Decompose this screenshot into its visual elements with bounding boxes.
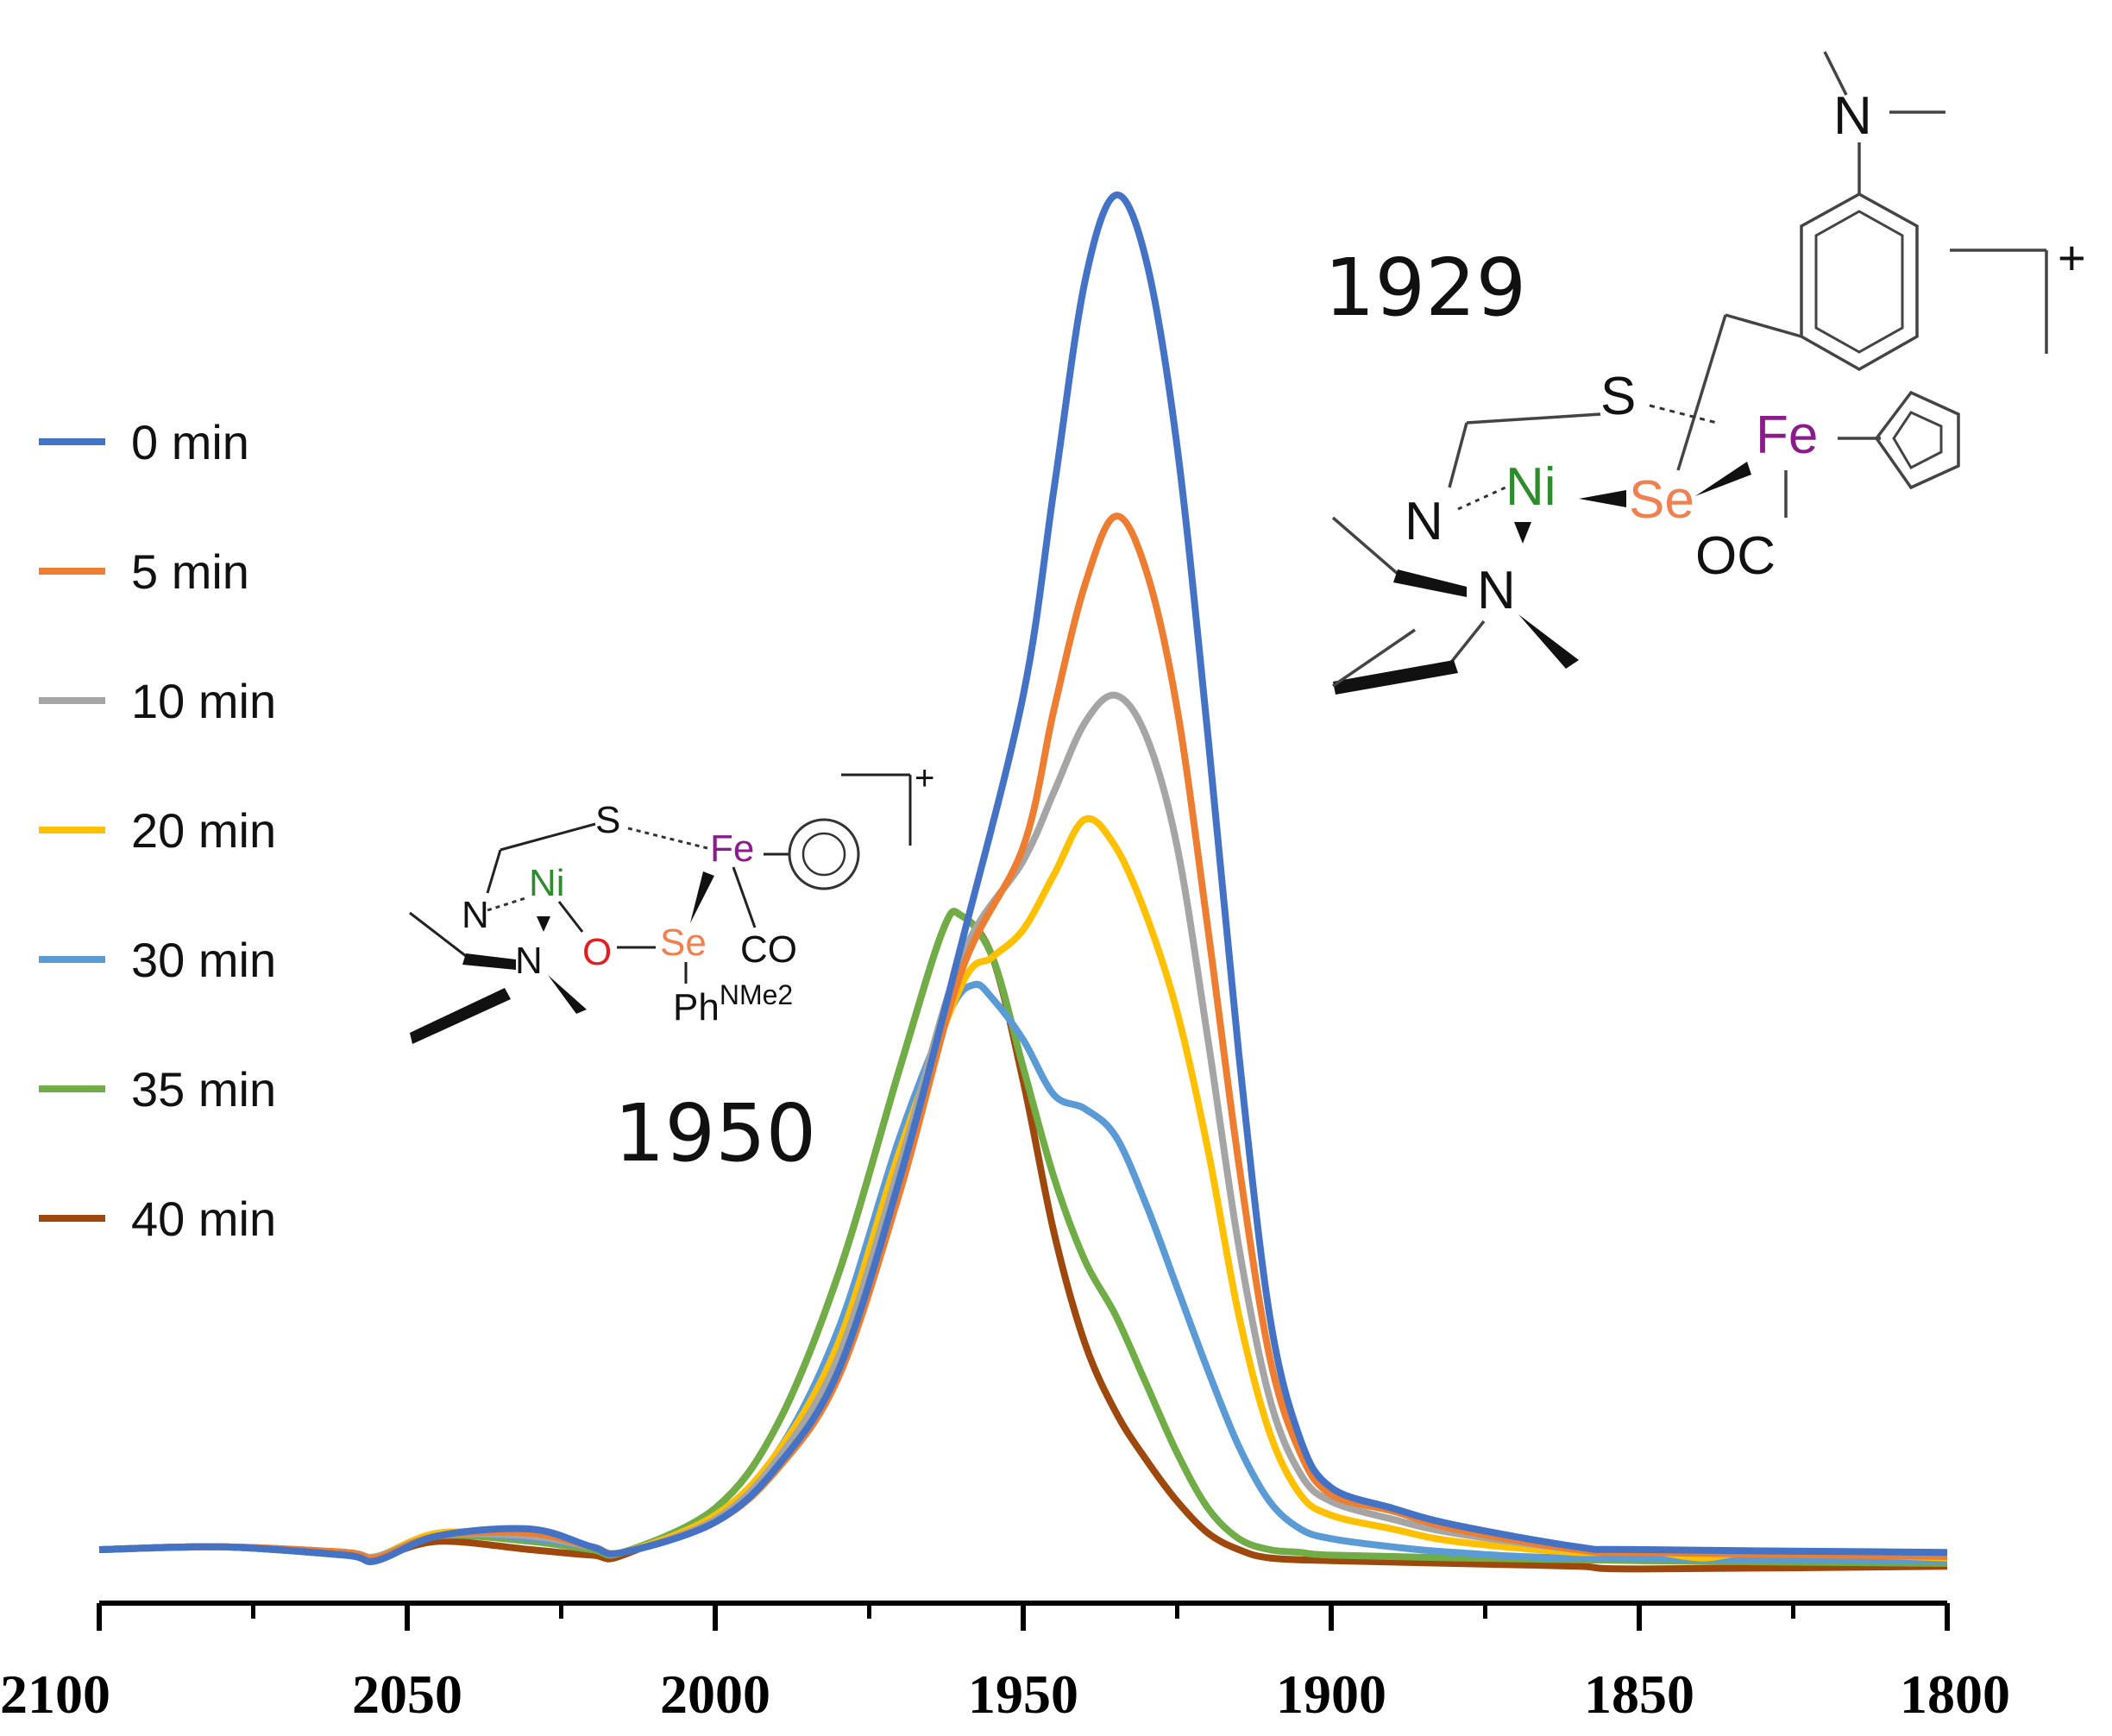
structure-right-benzene-ring — [1800, 192, 1919, 372]
x-tick-label-2100: 2100 — [0, 1664, 110, 1725]
structure-right-atom-n1: N — [1405, 492, 1443, 551]
x-tick-label-1800: 1800 — [1900, 1664, 2010, 1725]
structure-right-cp-ring — [1874, 390, 1960, 490]
structure-left-ph-label: Ph — [673, 986, 720, 1028]
structure-left-atom-n1: N — [462, 894, 489, 936]
series-line-20-min — [98, 815, 1948, 1562]
x-tick-marks — [97, 1603, 1950, 1631]
series-line-40-min — [98, 908, 1948, 1573]
legend-label-20-min: 20 min — [131, 803, 276, 858]
structure-left-atom-se: Se — [660, 921, 707, 964]
structure-right-atom-ni: Ni — [1505, 457, 1556, 517]
structure-left-atom-s: S — [595, 799, 620, 841]
structure-right: N + S Fe Ni Se OC N N — [1331, 51, 2086, 695]
x-tick-label-1850: 1850 — [1584, 1664, 1694, 1725]
structure-left-atom-co: CO — [740, 928, 797, 971]
structure-right-atom-se: Se — [1629, 470, 1694, 530]
structure-right-atom-s: S — [1600, 367, 1636, 426]
structure-right-atom-fe: Fe — [1756, 406, 1818, 465]
series-line-0-min — [98, 192, 1948, 1565]
x-tick-label-1900: 1900 — [1276, 1664, 1386, 1725]
annotation-1950: 1950 — [614, 1087, 816, 1179]
structure-right-atom-n-top: N — [1833, 86, 1872, 146]
structure-left-charge: + — [915, 759, 934, 797]
x-tick-labels: 2100 2050 2000 1950 1900 1850 1800 — [0, 1664, 2010, 1725]
x-axis: 2100 2050 2000 1950 1900 1850 1800 — [0, 1601, 2010, 1725]
x-tick-label-1950: 1950 — [968, 1664, 1078, 1725]
structure-left: S Fe + N Ni N O Se CO PhNMe2 — [409, 759, 934, 1044]
structure-left-atom-ni: Ni — [529, 862, 565, 904]
x-tick-label-2000: 2000 — [660, 1664, 770, 1725]
structure-right-atom-oc: OC — [1695, 526, 1776, 586]
legend-label-5-min: 5 min — [131, 544, 249, 599]
structure-right-atom-n2: N — [1477, 561, 1516, 620]
structure-left-ph-superscript: NMe2 — [720, 979, 793, 1010]
legend-label-35-min: 35 min — [131, 1062, 276, 1116]
structure-left-atom-n2: N — [515, 940, 543, 982]
x-tick-label-2050: 2050 — [352, 1664, 462, 1725]
series-layer — [98, 192, 1948, 1573]
legend-label-40-min: 40 min — [131, 1192, 276, 1246]
legend-label-30-min: 30 min — [131, 933, 276, 987]
structure-left-atom-o: O — [582, 931, 612, 973]
series-line-35-min — [98, 908, 1948, 1567]
structure-right-charge: + — [2058, 230, 2086, 285]
legend-label-0-min: 0 min — [131, 415, 249, 469]
structure-left-atom-fe: Fe — [710, 827, 754, 870]
legend-label-10-min: 10 min — [131, 674, 276, 728]
legend: 0 min 5 min 10 min 20 min 30 min 35 min 40 min — [39, 415, 276, 1246]
structure-left-atom-ph: PhNMe2 — [673, 979, 793, 1028]
annotation-1929: 1929 — [1324, 242, 1526, 334]
series-line-10-min — [98, 691, 1948, 1561]
